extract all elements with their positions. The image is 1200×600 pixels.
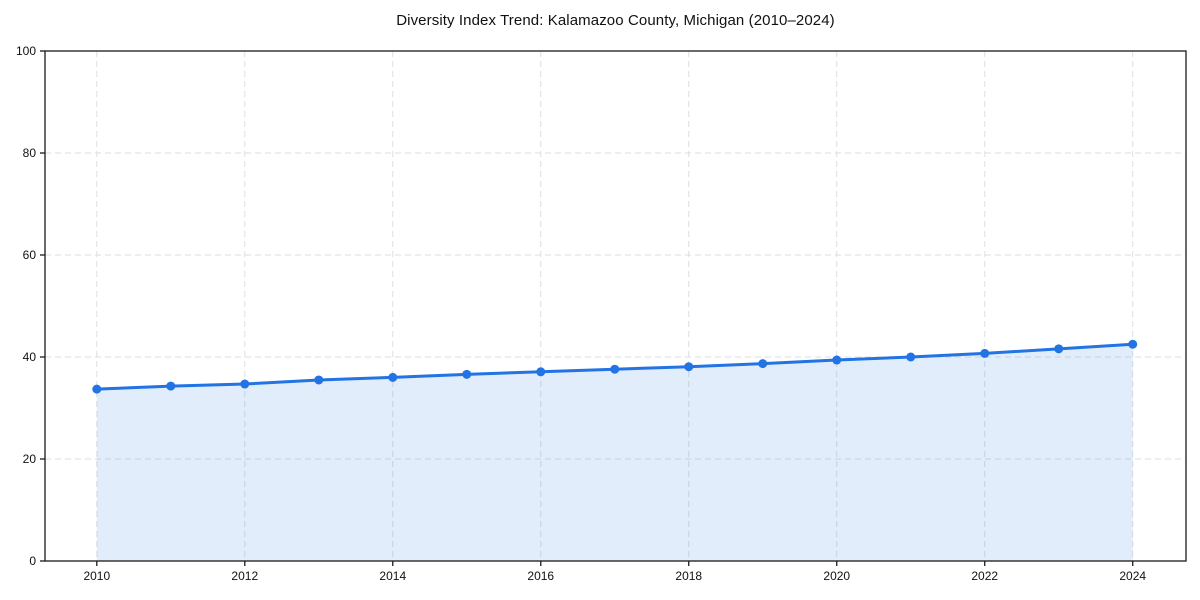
plot-frame	[44, 50, 1187, 562]
chart-title: Diversity Index Trend: Kalamazoo County,…	[396, 12, 835, 29]
data-point-2017	[610, 364, 620, 374]
data-point-2023	[1054, 344, 1064, 354]
data-point-2011	[166, 381, 176, 391]
x-tick-label-2018: 2018	[675, 569, 702, 583]
x-tick-label-2016: 2016	[527, 569, 554, 583]
data-point-2016	[536, 367, 546, 377]
y-tick-label-100: 100	[16, 44, 36, 58]
data-point-2019	[758, 359, 768, 369]
x-tick-label-2020: 2020	[823, 569, 850, 583]
data-point-2015	[462, 369, 472, 379]
x-tick-label-2012: 2012	[231, 569, 258, 583]
data-point-2014	[388, 372, 398, 382]
y-tick-label-40: 40	[23, 350, 37, 364]
data-point-2012	[240, 379, 250, 389]
y-tick-label-20: 20	[23, 452, 37, 466]
data-point-2018	[684, 362, 694, 372]
x-tick-label-2014: 2014	[379, 569, 406, 583]
y-tick-label-60: 60	[23, 248, 37, 262]
y-tick-label-80: 80	[23, 146, 37, 160]
data-point-2010	[92, 384, 102, 394]
area-fill	[96, 344, 1133, 561]
x-tick-label-2022: 2022	[971, 569, 998, 583]
data-point-2013	[314, 375, 324, 385]
x-tick-label-2024: 2024	[1119, 569, 1146, 583]
y-tick-label-0: 0	[29, 554, 36, 568]
data-point-2024	[1128, 339, 1138, 349]
data-point-2020	[832, 355, 842, 365]
x-tick-label-2010: 2010	[83, 569, 110, 583]
data-point-2022	[980, 348, 990, 358]
data-point-2021	[906, 352, 916, 362]
